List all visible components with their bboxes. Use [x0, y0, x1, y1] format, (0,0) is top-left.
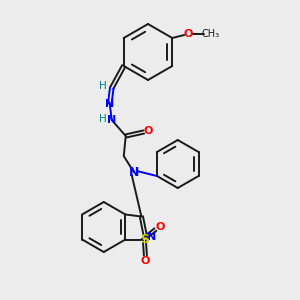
Text: N: N [147, 232, 156, 242]
Text: O: O [156, 223, 165, 232]
Text: H: H [99, 81, 106, 91]
Text: O: O [143, 126, 152, 136]
Text: O: O [141, 256, 150, 266]
Text: O: O [184, 29, 193, 39]
Text: N: N [129, 166, 139, 178]
Text: N: N [105, 99, 114, 109]
Text: S: S [140, 233, 149, 246]
Text: H: H [99, 114, 106, 124]
Text: N: N [107, 115, 116, 125]
Text: CH₃: CH₃ [201, 29, 219, 39]
